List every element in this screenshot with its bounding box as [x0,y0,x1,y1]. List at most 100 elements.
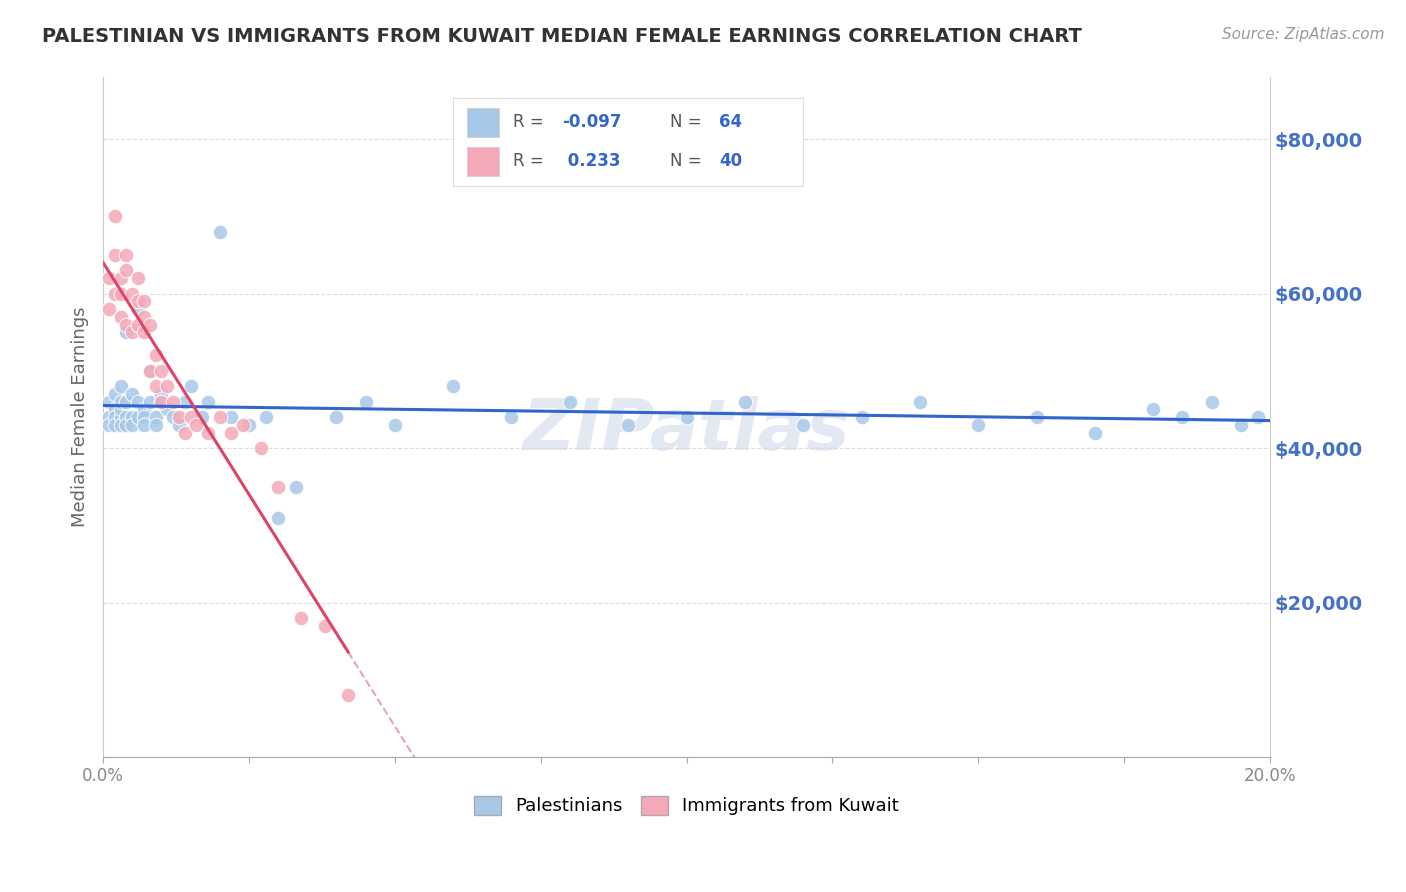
Point [127,318,149,332]
Point [197,425,219,440]
Point [173,394,195,409]
Point [110,286,132,301]
Text: ZIPatlas: ZIPatlas [523,396,851,466]
Y-axis label: Median Female Earnings: Median Female Earnings [72,307,89,527]
Point [1247,410,1270,425]
Point [104,417,127,432]
Point [104,248,127,262]
Point [97,394,120,409]
Point [354,394,377,409]
Point [238,417,260,432]
Point [115,318,138,332]
Point [115,417,138,432]
Point [617,417,640,432]
Point [191,410,214,425]
Point [104,210,127,224]
Point [145,379,167,393]
Point [150,364,173,378]
Point [208,410,231,425]
Point [908,394,931,409]
Point [156,402,179,417]
Point [115,325,138,339]
Point [121,387,143,401]
Point [110,310,132,324]
Point [115,394,138,409]
Point [173,425,195,440]
Point [139,364,162,378]
Point [558,394,581,409]
Point [792,417,814,432]
Point [734,394,756,409]
Point [150,394,173,409]
Point [132,417,155,432]
Point [167,410,190,425]
Text: Source: ZipAtlas.com: Source: ZipAtlas.com [1222,27,1385,42]
Point [150,394,173,409]
Point [104,387,127,401]
Point [104,410,127,425]
Point [150,387,173,401]
Point [156,379,179,393]
Point [110,271,132,285]
Point [127,271,149,285]
Point [337,688,360,702]
Point [249,441,271,455]
Point [145,348,167,362]
Point [501,410,523,425]
Point [267,510,290,524]
Point [97,410,120,425]
Point [127,294,149,309]
Point [162,394,184,409]
Point [1025,410,1047,425]
Point [110,379,132,393]
Point [115,248,138,262]
Point [325,410,347,425]
Text: PALESTINIAN VS IMMIGRANTS FROM KUWAIT MEDIAN FEMALE EARNINGS CORRELATION CHART: PALESTINIAN VS IMMIGRANTS FROM KUWAIT ME… [42,27,1083,45]
Point [104,286,127,301]
Point [221,425,243,440]
Point [851,410,873,425]
Point [139,394,162,409]
Point [232,417,254,432]
Point [132,294,155,309]
Point [221,410,243,425]
Point [256,410,278,425]
Point [290,611,312,625]
Point [110,410,132,425]
Point [208,225,231,239]
Point [115,410,138,425]
Point [441,379,464,393]
Point [267,480,290,494]
Point [97,417,120,432]
Point [127,302,149,317]
Point [145,417,167,432]
Point [675,410,697,425]
Point [1142,402,1164,417]
Point [127,394,149,409]
Point [314,618,336,632]
Point [139,364,162,378]
Point [115,263,138,277]
Point [97,271,120,285]
Point [162,410,184,425]
Point [121,410,143,425]
Point [180,379,202,393]
Point [1229,417,1251,432]
Legend: Palestinians, Immigrants from Kuwait: Palestinians, Immigrants from Kuwait [467,789,907,822]
Point [97,302,120,317]
Point [132,310,155,324]
Point [121,286,143,301]
Point [197,394,219,409]
Point [145,410,167,425]
Point [967,417,990,432]
Point [186,417,208,432]
Point [1201,394,1223,409]
Point [139,318,162,332]
Point [110,394,132,409]
Point [110,417,132,432]
Point [121,325,143,339]
Point [132,325,155,339]
Point [132,410,155,425]
Point [1171,410,1194,425]
Point [121,417,143,432]
